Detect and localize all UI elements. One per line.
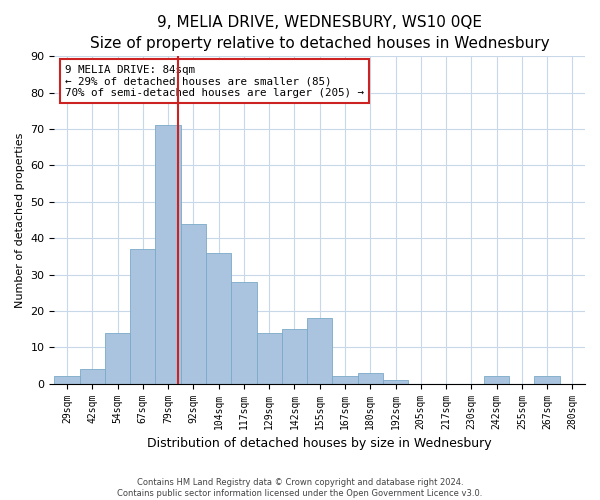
Bar [307, 318, 332, 384]
Bar [231, 282, 257, 384]
Text: Contains HM Land Registry data © Crown copyright and database right 2024.
Contai: Contains HM Land Registry data © Crown c… [118, 478, 482, 498]
Bar [535, 376, 560, 384]
Bar [55, 376, 80, 384]
Text: 9 MELIA DRIVE: 84sqm
← 29% of detached houses are smaller (85)
70% of semi-detac: 9 MELIA DRIVE: 84sqm ← 29% of detached h… [65, 64, 364, 98]
Bar [282, 329, 307, 384]
Bar [358, 373, 383, 384]
Bar [383, 380, 408, 384]
Bar [206, 253, 231, 384]
Y-axis label: Number of detached properties: Number of detached properties [15, 132, 25, 308]
Bar [130, 249, 155, 384]
X-axis label: Distribution of detached houses by size in Wednesbury: Distribution of detached houses by size … [148, 437, 492, 450]
Bar [105, 333, 130, 384]
Bar [80, 369, 105, 384]
Bar [332, 376, 358, 384]
Bar [181, 224, 206, 384]
Bar [257, 333, 282, 384]
Bar [484, 376, 509, 384]
Title: 9, MELIA DRIVE, WEDNESBURY, WS10 0QE
Size of property relative to detached house: 9, MELIA DRIVE, WEDNESBURY, WS10 0QE Siz… [90, 15, 550, 51]
Bar [155, 126, 181, 384]
